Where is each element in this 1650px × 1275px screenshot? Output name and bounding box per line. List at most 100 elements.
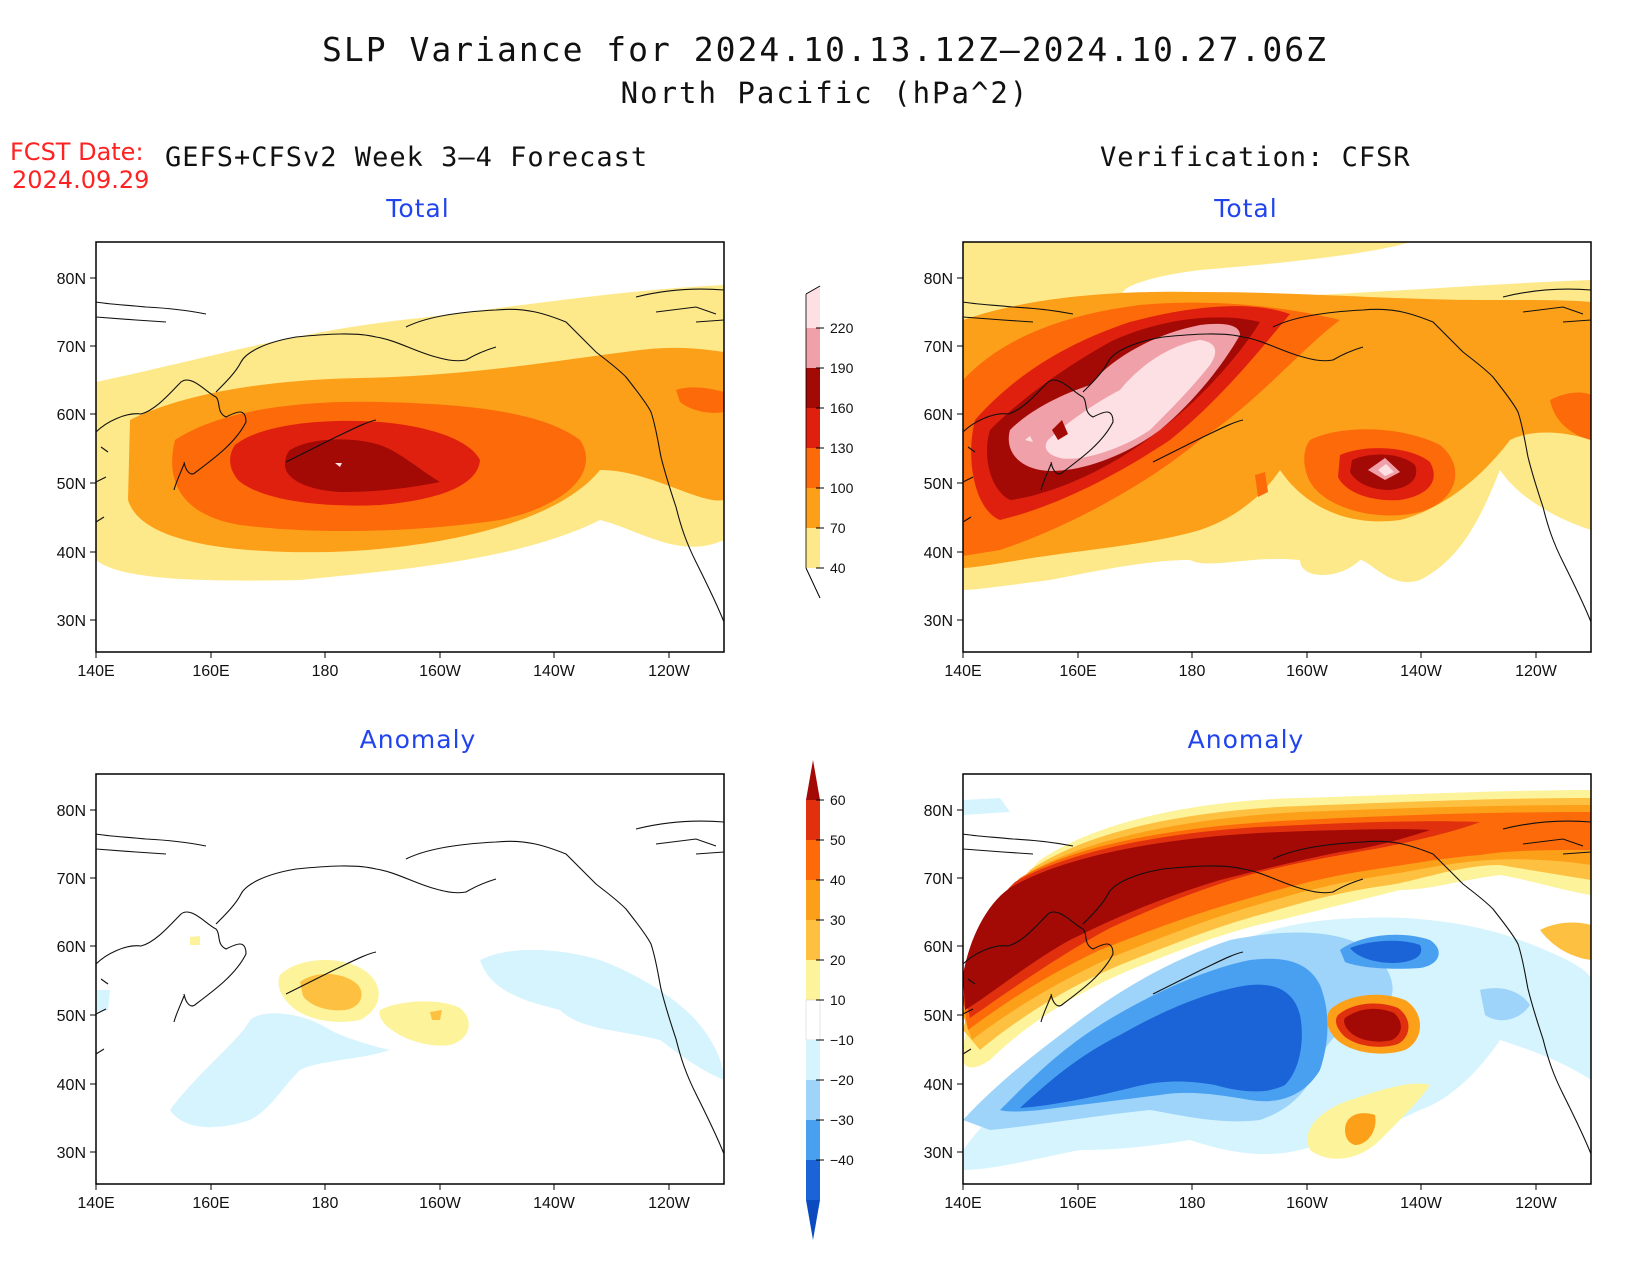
anomaly-colorbar-segment (806, 1040, 820, 1080)
lon-label: 140W (1400, 1195, 1443, 1212)
lon-label: 180 (1179, 663, 1206, 680)
lat-label: 30N (924, 1145, 953, 1162)
lat-label: 60N (924, 939, 953, 956)
lat-label: 80N (57, 803, 86, 820)
lon-label: 120W (1515, 663, 1558, 680)
anomaly-colorbar-label: 60 (830, 792, 846, 808)
lat-label: 30N (924, 613, 953, 630)
verification-anomaly-coastline (962, 820, 1592, 1155)
total-colorbar-segment (806, 448, 820, 488)
anomaly-colorbar-label: 50 (830, 832, 846, 848)
total-colorbar-label: 190 (830, 360, 854, 376)
total-colorbar-segment (806, 368, 820, 408)
lon-label: 160W (419, 663, 462, 680)
lon-label: 140E (944, 1195, 981, 1212)
verification-total-coastline (962, 288, 1592, 623)
lat-label: 40N (924, 545, 953, 562)
fcst-date-value: 2024.09.29 (12, 166, 150, 194)
total-colorbar-label: 130 (830, 440, 854, 456)
total-colorbar-segment (806, 408, 820, 448)
lat-label: 60N (57, 939, 86, 956)
anomaly-colorbar-segment (806, 1080, 820, 1120)
panel-title-bottom-left: Anomaly (359, 725, 477, 754)
map-title: SLP Variance for 2024.10.13.12Z–2024.10.… (322, 30, 1328, 69)
anomaly-colorbar-segment (806, 920, 820, 960)
total-colorbar-segment (806, 528, 820, 568)
anomaly-colorbar-segment (806, 880, 820, 920)
panel-title-bottom-right: Anomaly (1187, 725, 1305, 754)
anomaly-colorbar-label: −10 (830, 1032, 854, 1048)
anomaly-colorbar-segment (805, 999, 821, 1041)
lon-label: 160W (1286, 663, 1329, 680)
forecast-anomaly-map (96, 774, 724, 1184)
anomaly-colorbar-label: 20 (830, 952, 846, 968)
lon-label: 160W (419, 1195, 462, 1212)
lon-label: 140E (77, 1195, 114, 1212)
panel-title-top-right: Total (1214, 194, 1278, 223)
verification-anomaly-map (963, 774, 1591, 1184)
lat-label: 50N (924, 476, 953, 493)
lat-label: 70N (57, 871, 86, 888)
forecast-header: GEFS+CFSv2 Week 3–4 Forecast (165, 142, 649, 173)
total-colorbar-label: 40 (830, 560, 846, 576)
verification-header: Verification: CFSR (1100, 142, 1411, 173)
verification-total-map (963, 242, 1591, 652)
lon-label: 120W (1515, 1195, 1558, 1212)
lon-label: 140E (944, 663, 981, 680)
lon-label: 160W (1286, 1195, 1329, 1212)
lat-label: 50N (57, 476, 86, 493)
lat-label: 30N (57, 1145, 86, 1162)
lon-label: 140W (533, 663, 576, 680)
lon-label: 160E (1059, 1195, 1096, 1212)
fcst-date-label: FCST Date: (10, 138, 144, 166)
lat-label: 50N (57, 1008, 86, 1025)
lon-label: 160E (192, 663, 229, 680)
total-colorbar-segment (806, 328, 820, 368)
lat-label: 60N (57, 407, 86, 424)
forecast-total-map (96, 242, 724, 652)
total-colorbar-label: 70 (830, 520, 846, 536)
lat-label: 40N (57, 545, 86, 562)
verification-total-frame (962, 241, 1592, 653)
anomaly-colorbar-label: −20 (830, 1072, 854, 1088)
anomaly-colorbar-segment (806, 800, 820, 840)
total-colorbar-label: 100 (830, 480, 854, 496)
lat-label: 80N (924, 803, 953, 820)
lat-label: 60N (924, 407, 953, 424)
anomaly-colorbar-label: 10 (830, 992, 846, 1008)
total-colorbar: 40 70 100 130 160 190 220 (805, 285, 854, 599)
anomaly-colorbar-segment (806, 960, 820, 1000)
lon-label: 180 (312, 663, 339, 680)
lon-label: 120W (648, 663, 691, 680)
total-colorbar-label: 220 (830, 320, 854, 336)
anomaly-colorbar-segment (806, 760, 820, 800)
lon-label: 140E (77, 663, 114, 680)
lat-label: 80N (57, 271, 86, 288)
anomaly-colorbar-label: −30 (830, 1112, 854, 1128)
map-subtitle: North Pacific (hPa^2) (620, 76, 1030, 110)
lat-label: 70N (57, 339, 86, 356)
anomaly-colorbar-segment (806, 1160, 820, 1200)
total-colorbar-segment (806, 488, 820, 528)
lon-label: 160E (192, 1195, 229, 1212)
lon-label: 160E (1059, 663, 1096, 680)
forecast-anomaly-coastline (95, 820, 725, 1155)
lat-label: 50N (924, 1008, 953, 1025)
anomaly-colorbar-segment (806, 1200, 820, 1240)
lon-label: 140W (1400, 663, 1443, 680)
anomaly-colorbar: 60 50 40 30 20 10 −10 −20 −30 −40 (805, 760, 854, 1240)
forecast-total-frame (95, 241, 725, 653)
lat-label: 30N (57, 613, 86, 630)
total-colorbar-segment (806, 286, 820, 328)
lat-label: 40N (57, 1077, 86, 1094)
total-colorbar-label: 160 (830, 400, 854, 416)
anomaly-colorbar-label: 30 (830, 912, 846, 928)
anomaly-colorbar-segment (806, 840, 820, 880)
lat-label: 70N (924, 339, 953, 356)
lat-label: 70N (924, 871, 953, 888)
lon-label: 180 (1179, 1195, 1206, 1212)
lon-label: 140W (533, 1195, 576, 1212)
lat-label: 40N (924, 1077, 953, 1094)
anomaly-colorbar-label: 40 (830, 872, 846, 888)
anomaly-colorbar-label: −40 (830, 1152, 854, 1168)
